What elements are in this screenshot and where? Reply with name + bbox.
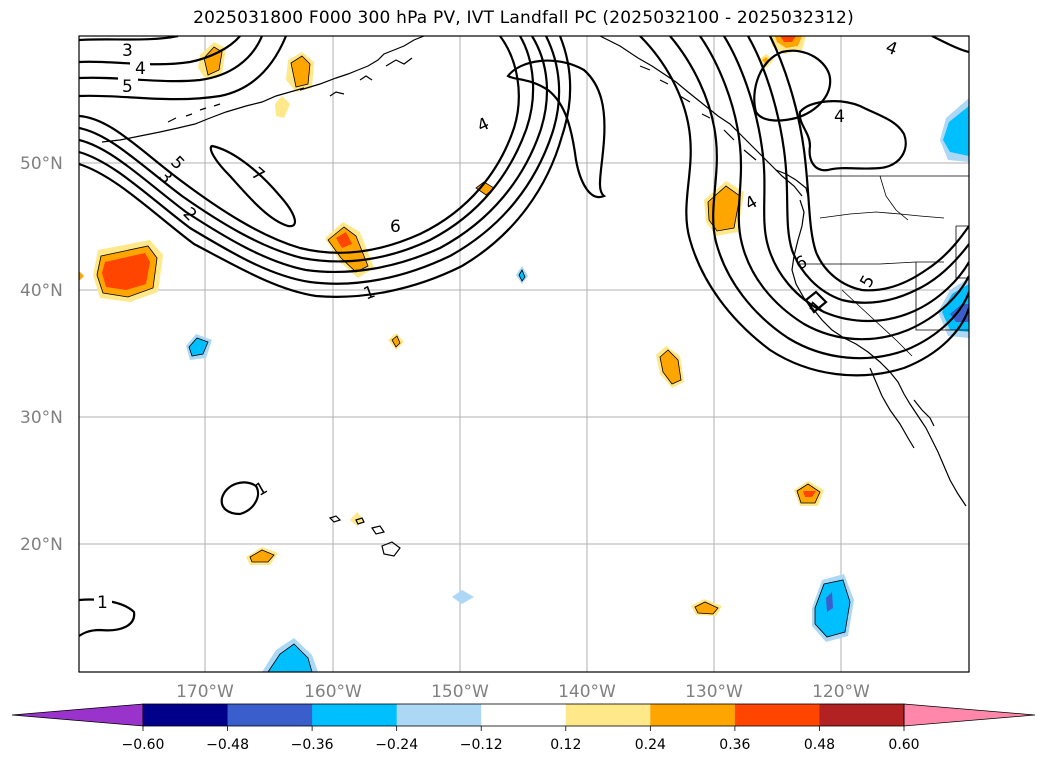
lon-label-120w: 120°W (812, 682, 870, 702)
lat-label-30n: 30°N (20, 408, 63, 428)
map-frame (78, 35, 970, 673)
colorbar-tick-label: 0.24 (635, 737, 666, 753)
negative-anomaly-fills (186, 98, 969, 672)
colorbar-segment (481, 704, 567, 726)
colorbar: −0.60 −0.48 −0.36 −0.24 −0.12 0.12 0.24 0.36 0.4… (11, 703, 1036, 753)
map-area (79, 36, 969, 672)
colorbar-extend-high (904, 704, 1035, 726)
positive-anomaly-fills (79, 36, 824, 616)
colorbar-segment (312, 704, 398, 726)
colorbar-tick-label: −0.12 (460, 737, 503, 753)
colorbar-segment (734, 704, 820, 726)
colorbar-segment (650, 704, 736, 726)
colorbar-tick-label: 0.36 (719, 737, 750, 753)
colorbar-segment (819, 704, 905, 726)
colorbar-tick-label: −0.36 (291, 737, 334, 753)
colorbar-segment (565, 704, 651, 726)
contour-label: 4 (135, 59, 146, 79)
coastlines (101, 36, 967, 557)
lon-label-160w: 160°W (304, 682, 362, 702)
contour-label: 4 (834, 107, 845, 127)
lon-label-170w: 170°W (176, 682, 234, 702)
contour-label: 6 (390, 217, 401, 237)
lon-label-140w: 140°W (558, 682, 616, 702)
lon-label-130w: 130°W (685, 682, 743, 702)
lat-label-40n: 40°N (20, 281, 63, 301)
colorbar-tick-label: 0.48 (804, 737, 835, 753)
colorbar-tick-label: −0.24 (375, 737, 418, 753)
colorbar-segment (227, 704, 313, 726)
pv-contours (79, 36, 969, 637)
latitude-labels: 50°N 40°N 30°N 20°N (20, 154, 63, 555)
contour-label: 5 (122, 77, 133, 97)
contour-label: 1 (97, 593, 108, 613)
colorbar-segment (143, 704, 229, 726)
lon-label-150w: 150°W (431, 682, 489, 702)
longitude-labels: 170°W 160°W 150°W 140°W 130°W 120°W (176, 682, 870, 702)
plot-title: 2025031800 F000 300 hPa PV, IVT Landfall… (193, 8, 854, 28)
contour-label: 3 (122, 41, 133, 61)
colorbar-segment (396, 704, 482, 726)
colorbar-extend-low (12, 704, 143, 726)
lat-label-20n: 20°N (20, 535, 63, 555)
anomaly-outlines (96, 46, 851, 672)
colorbar-tick-label: 0.60 (888, 737, 919, 753)
colorbar-tick-label: −0.48 (206, 737, 249, 753)
lat-label-50n: 50°N (20, 154, 63, 174)
colorbar-tick-label: 0.12 (550, 737, 581, 753)
colorbar-tick-label: −0.60 (122, 737, 165, 753)
